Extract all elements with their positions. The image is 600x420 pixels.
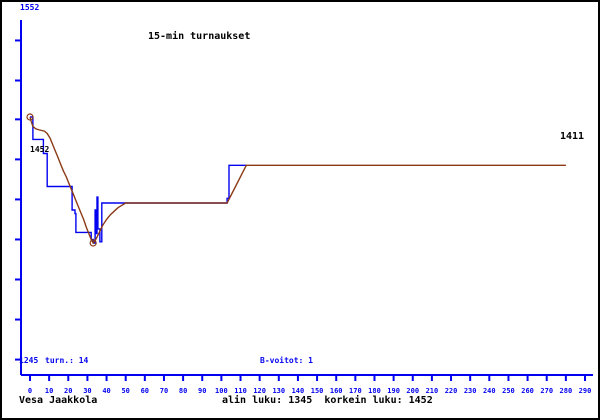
x-tick-label: 70 [160,387,168,395]
series-rating-smoothed [29,116,566,245]
x-tick-label: 120 [253,387,266,395]
x-tick-label: 110 [234,387,247,395]
x-tick-label: 170 [349,387,362,395]
x-tick-label: 160 [330,387,343,395]
x-tick-label: 240 [483,387,496,395]
x-tick-label: 20 [64,387,72,395]
x-tick-label: 10 [45,387,53,395]
tournament-count-label: turn.: 14 [45,356,89,365]
x-tick-label: 40 [102,387,110,395]
x-tick-label: 30 [83,387,91,395]
y-axis-min-label: 1245 [19,356,39,365]
series-rating-steps [30,116,247,244]
x-tick-label: 90 [198,387,206,395]
x-tick-label: 260 [521,387,534,395]
x-tick-label: 130 [272,387,285,395]
b-wins-label: B-voitot: 1 [260,356,313,365]
x-tick-label: 60 [141,387,149,395]
x-tick-label: 150 [311,387,324,395]
final-rating-label: 1411 [560,131,585,142]
x-tick-label: 280 [560,387,573,395]
x-tick-label: 210 [426,387,439,395]
x-tick-label: 180 [368,387,381,395]
x-tick-label: 250 [502,387,515,395]
chart-title: 15-min turnaukset [148,31,251,42]
x-tick-label: 190 [387,387,400,395]
rating-summary: alin luku: 1345 korkein luku: 1452 [222,395,433,406]
start-rating-label: 1452 [30,145,50,154]
marker-circle [89,239,97,247]
player-name: Vesa Jaakkola [19,395,98,406]
x-tick-label: 100 [215,387,228,395]
x-tick-label: 220 [445,387,458,395]
x-tick-label: 140 [292,387,305,395]
x-tick-label: 230 [464,387,477,395]
marker-circle [26,113,34,121]
x-tick-label: 0 [28,387,32,395]
x-tick-label: 290 [579,387,592,395]
x-tick-label: 200 [406,387,419,395]
x-tick-label: 270 [540,387,553,395]
x-tick-label: 50 [121,387,129,395]
y-axis-max-label: 1552 [20,3,40,12]
x-tick-label: 80 [179,387,187,395]
